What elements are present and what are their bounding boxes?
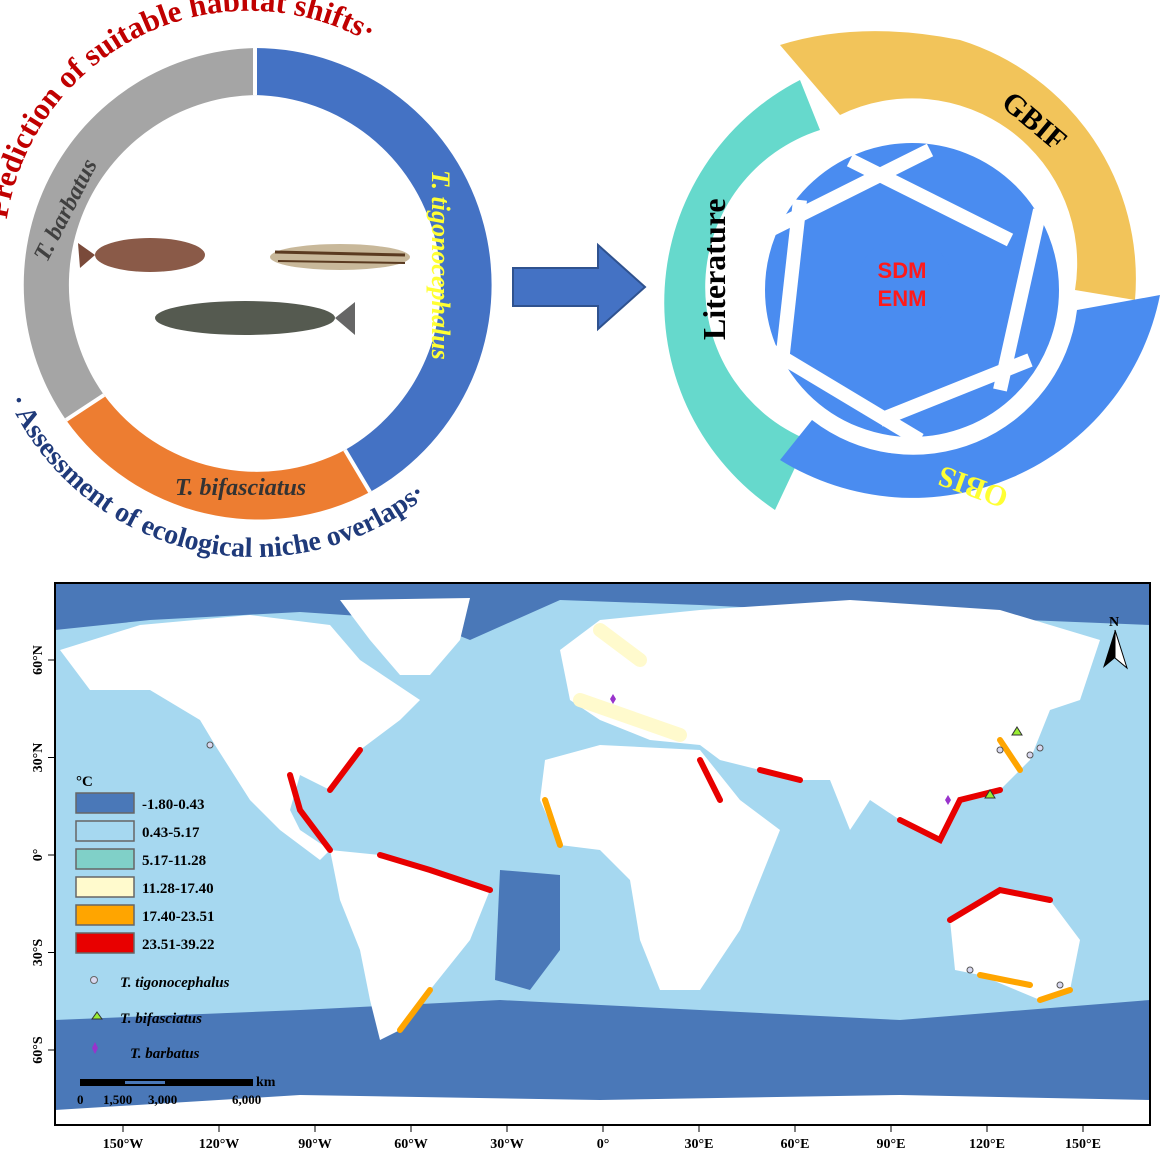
donut-segment-bifasciatus xyxy=(66,395,370,520)
legend-species-label: T. barbatus xyxy=(130,1046,200,1062)
legend-swatch xyxy=(75,876,135,898)
y-tick-label: 60°S xyxy=(31,1036,46,1064)
center-label-sdm: SDM xyxy=(878,258,927,283)
x-tick-label: 120°E xyxy=(969,1137,1005,1152)
legend-species: T. tigonocephalus T. bifasciatus T. barb… xyxy=(90,975,230,1062)
x-tick-label: 30°W xyxy=(490,1137,524,1152)
occurrence-points xyxy=(206,694,1064,989)
legend-marker-triangle-icon xyxy=(91,1011,103,1020)
occurrence-tigonocephalus xyxy=(966,966,974,974)
x-tick-label: 60°E xyxy=(781,1137,810,1152)
africa xyxy=(540,745,780,990)
legend-class-label: 23.51-39.22 xyxy=(142,937,215,953)
y-tick-label: 0° xyxy=(31,849,46,862)
species-donut: T. tigonocephalus T. bifasciatus T. barb… xyxy=(0,0,492,564)
x-tick-label: 150°E xyxy=(1065,1137,1101,1152)
x-tick-label: 120°W xyxy=(199,1137,240,1152)
y-tick-label: 60°N xyxy=(31,645,46,675)
southern-cold-zone xyxy=(55,1000,1150,1125)
right-arrow-icon xyxy=(512,242,647,332)
occurrence-tigonocephalus xyxy=(206,741,214,749)
south-atlantic-cold-patch xyxy=(495,870,560,990)
x-tick-label: 90°W xyxy=(298,1137,332,1152)
north-america xyxy=(60,615,420,860)
x-tick-label: 60°W xyxy=(394,1137,428,1152)
legend-marker-diamond-icon xyxy=(92,1042,98,1054)
fish-image-bifasciatus xyxy=(270,244,410,270)
label-bifasciatus: T. bifasciatus xyxy=(175,475,306,501)
legend-swatch xyxy=(75,904,135,926)
y-axis: 60°N 30°N 0° 30°S 60°S xyxy=(31,645,55,1064)
legend-swatch xyxy=(75,820,135,842)
occurrence-tigonocephalus xyxy=(1056,981,1064,989)
ring-segment-obis xyxy=(780,295,1160,498)
occurrence-barbatus xyxy=(945,795,951,805)
legend-class-label: -1.80-0.43 xyxy=(142,797,205,813)
arctic-cold-zone xyxy=(55,583,1150,640)
donut-segment-barbatus xyxy=(23,48,256,420)
center-label-enm: ENM xyxy=(878,286,927,311)
landmasses xyxy=(55,598,1150,1125)
x-tick-label: 90°E xyxy=(877,1137,906,1152)
scale-tick: 0 xyxy=(77,1092,84,1107)
legend-species-label: T. bifasciatus xyxy=(120,1011,202,1027)
eurasia xyxy=(560,600,1100,840)
legend-unit: °C xyxy=(76,774,93,790)
y-tick-label: 30°N xyxy=(31,743,46,773)
legend-class-label: 17.40-23.51 xyxy=(142,909,215,925)
occurrence-bifasciatus xyxy=(1011,726,1023,736)
occurrence-tigonocephalus xyxy=(1036,744,1044,752)
scale-tick: 3,000 xyxy=(148,1092,177,1107)
occurrence-barbatus xyxy=(610,694,616,704)
x-axis: 150°W 120°W 90°W 60°W 30°W 0° 30°E 60°E 90°E 120°… xyxy=(103,1125,1101,1152)
x-tick-label: 0° xyxy=(597,1137,610,1152)
x-tick-label: 30°E xyxy=(685,1137,714,1152)
aperture-icon xyxy=(759,137,1065,447)
scale-bar: km 0 1,500 3,000 6,000 xyxy=(77,1075,276,1107)
fish-image-tigonocephalus xyxy=(155,301,355,335)
occurrence-bifasciatus xyxy=(984,789,996,799)
donut-segment-tigonocephalus xyxy=(255,48,492,492)
label-literature: Literature xyxy=(696,198,732,340)
legend-species-label: T. tigonocephalus xyxy=(120,975,230,991)
legend-swatch xyxy=(75,932,135,954)
legend-marker-circle-icon xyxy=(90,976,98,984)
label-tigonocephalus: T. tigonocephalus xyxy=(426,170,455,360)
y-tick-label: 30°S xyxy=(31,939,46,967)
south-america xyxy=(330,850,490,1040)
occurrence-tigonocephalus xyxy=(1026,751,1034,759)
occurrence-tigonocephalus xyxy=(996,746,1004,754)
ring-segment-gbif xyxy=(780,31,1136,300)
legend-class-label: 0.43-5.17 xyxy=(142,825,200,841)
north-arrow-icon: N xyxy=(1103,615,1128,670)
north-label: N xyxy=(1109,615,1119,630)
x-tick-label: 150°W xyxy=(103,1137,144,1152)
map: N °C -1.80-0.43 0.43-5.17 5.17-11.28 11.28-… xyxy=(31,582,1151,1152)
legend: °C -1.80-0.43 0.43-5.17 5.17-11.28 11.28-17… xyxy=(75,774,276,1107)
data-source-ring: Literature GBIF OBIS SDM ENM xyxy=(664,31,1160,514)
fish-image-barbatus xyxy=(78,238,205,272)
suitability-coastlines xyxy=(287,623,1073,1033)
scale-tick: 6,000 xyxy=(232,1092,261,1107)
greenland xyxy=(340,598,470,675)
legend-swatch xyxy=(75,792,135,814)
scale-unit: km xyxy=(256,1075,276,1090)
ring-segment-literature xyxy=(664,80,820,510)
scale-tick: 1,500 xyxy=(103,1092,132,1107)
legend-swatch xyxy=(75,848,135,870)
antarctica xyxy=(55,1095,1150,1125)
legend-class-label: 11.28-17.40 xyxy=(142,881,214,897)
legend-class-label: 5.17-11.28 xyxy=(142,853,206,869)
